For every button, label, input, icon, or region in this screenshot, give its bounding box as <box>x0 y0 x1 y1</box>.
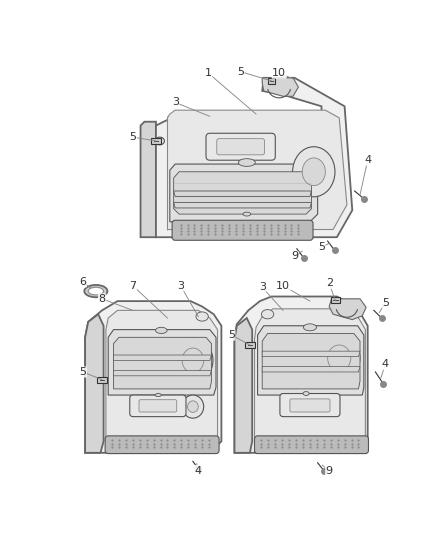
Text: 4: 4 <box>195 465 202 475</box>
Polygon shape <box>113 355 212 360</box>
Polygon shape <box>85 301 221 453</box>
Polygon shape <box>167 110 347 230</box>
Polygon shape <box>106 310 218 445</box>
Polygon shape <box>262 367 360 372</box>
Ellipse shape <box>187 401 198 413</box>
FancyBboxPatch shape <box>105 436 219 454</box>
Polygon shape <box>108 329 216 395</box>
Polygon shape <box>170 164 318 222</box>
Polygon shape <box>262 334 360 389</box>
Ellipse shape <box>304 324 317 331</box>
Ellipse shape <box>238 159 255 166</box>
Ellipse shape <box>261 310 274 319</box>
Bar <box>97 377 107 383</box>
FancyBboxPatch shape <box>290 399 330 412</box>
Polygon shape <box>329 299 366 320</box>
Text: 4: 4 <box>364 155 371 165</box>
Ellipse shape <box>155 327 167 334</box>
Ellipse shape <box>318 335 360 381</box>
Ellipse shape <box>155 137 164 145</box>
Text: 10: 10 <box>276 281 290 290</box>
Polygon shape <box>262 78 298 96</box>
FancyBboxPatch shape <box>206 133 276 160</box>
Text: 4: 4 <box>382 359 389 369</box>
Polygon shape <box>258 326 364 395</box>
Polygon shape <box>262 351 360 357</box>
Text: 3: 3 <box>177 281 184 290</box>
FancyBboxPatch shape <box>254 436 368 454</box>
Text: 7: 7 <box>129 281 136 290</box>
Polygon shape <box>156 78 352 237</box>
Text: 3: 3 <box>259 282 266 292</box>
FancyBboxPatch shape <box>172 220 313 240</box>
Ellipse shape <box>173 338 213 383</box>
Polygon shape <box>113 337 212 389</box>
Polygon shape <box>234 318 252 453</box>
FancyBboxPatch shape <box>130 395 186 417</box>
Bar <box>268 78 276 84</box>
Text: 6: 6 <box>79 277 86 287</box>
Text: 3: 3 <box>172 98 179 108</box>
Ellipse shape <box>182 348 204 373</box>
Text: 9: 9 <box>291 252 298 262</box>
Text: 5: 5 <box>228 330 235 340</box>
Text: 2: 2 <box>325 278 333 288</box>
Text: 10: 10 <box>272 68 286 78</box>
Polygon shape <box>254 309 365 445</box>
Polygon shape <box>141 122 156 237</box>
Ellipse shape <box>328 345 351 371</box>
Ellipse shape <box>303 392 309 395</box>
Text: 5: 5 <box>318 242 325 252</box>
FancyBboxPatch shape <box>217 139 265 155</box>
Text: 1: 1 <box>205 68 212 78</box>
Ellipse shape <box>182 395 204 418</box>
Polygon shape <box>173 172 311 214</box>
Ellipse shape <box>243 212 251 216</box>
Text: 5: 5 <box>79 367 86 377</box>
Polygon shape <box>234 296 367 453</box>
FancyBboxPatch shape <box>280 393 340 417</box>
Ellipse shape <box>88 287 103 295</box>
Text: 5: 5 <box>129 132 136 142</box>
Bar <box>151 138 161 144</box>
Polygon shape <box>85 314 103 453</box>
Text: 9: 9 <box>325 465 333 475</box>
Text: 5: 5 <box>382 297 389 308</box>
Text: 5: 5 <box>237 67 244 77</box>
Ellipse shape <box>302 158 325 185</box>
Ellipse shape <box>155 393 161 397</box>
Polygon shape <box>173 203 311 208</box>
Ellipse shape <box>85 285 107 297</box>
Polygon shape <box>173 191 311 196</box>
Text: 8: 8 <box>99 294 106 304</box>
Polygon shape <box>113 370 212 376</box>
Bar <box>331 297 340 303</box>
Ellipse shape <box>196 312 208 321</box>
FancyBboxPatch shape <box>139 400 177 412</box>
Bar <box>245 342 254 348</box>
Ellipse shape <box>293 147 335 197</box>
